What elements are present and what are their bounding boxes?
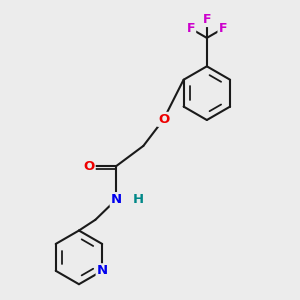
Text: N: N (97, 264, 108, 277)
Text: N: N (111, 193, 122, 206)
Text: F: F (218, 22, 227, 35)
Text: H: H (133, 193, 144, 206)
Text: O: O (83, 160, 95, 172)
Text: O: O (158, 113, 169, 126)
Text: F: F (202, 13, 211, 26)
Text: F: F (187, 22, 195, 35)
